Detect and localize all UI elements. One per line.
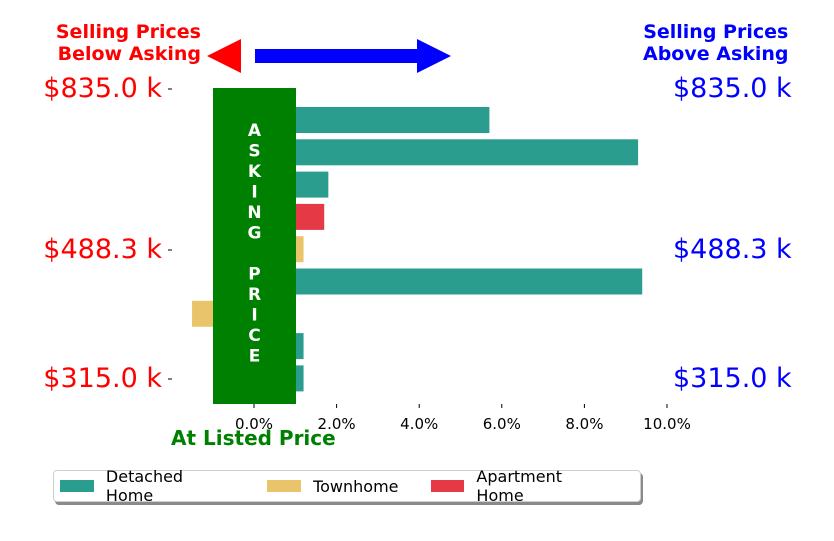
legend-item-townhome: Townhome [267, 476, 399, 496]
legend-label-detached: Detached Home [105, 467, 184, 505]
x-tick-label-4: 8.0% [565, 415, 603, 433]
asking-price-band [213, 88, 296, 404]
bar-1 [254, 139, 639, 166]
legend-item-detached: Detached Home [60, 467, 235, 505]
band-letter-2: K [248, 162, 262, 182]
x-tick-label-3: 6.0% [483, 415, 521, 433]
y-tick-label-right-top: $835.0 k [673, 73, 792, 104]
header-below-asking-line2: Below Asking [57, 43, 201, 65]
x-tick-label-2: 4.0% [400, 415, 438, 433]
legend-swatch-apartment [430, 480, 465, 492]
bar-5 [254, 268, 643, 295]
band-letter-0: A [248, 121, 262, 141]
x-tick-label-1: 2.0% [318, 415, 356, 433]
header-above-asking-line1: Selling Prices [643, 21, 789, 43]
y-tick-label-left-middle: $488.3 k [43, 234, 162, 265]
band-letter-1: S [248, 142, 260, 162]
band-letter-11: E [249, 347, 261, 367]
band-letter-7: P [248, 265, 260, 285]
band-letter-4: N [247, 203, 261, 223]
band-letter-3: I [251, 183, 257, 203]
y-tick-label-left-bottom: $315.0 k [43, 363, 162, 394]
legend-item-apartment: Apartment Home [430, 467, 614, 505]
y-tick-label-right-middle: $488.3 k [673, 234, 792, 265]
legend-swatch-detached [60, 480, 94, 492]
band-letter-8: R [248, 285, 261, 305]
header-below-asking-line1: Selling Prices [55, 21, 201, 43]
right-arrow-icon [255, 39, 451, 73]
band-letter-10: C [248, 326, 260, 346]
left-arrow-icon [207, 39, 241, 73]
legend-label-townhome: Townhome [313, 476, 399, 496]
header-above-asking-line2: Above Asking [643, 43, 789, 65]
header-above-asking: Selling Prices Above Asking [643, 21, 789, 65]
legend-label-apartment: Apartment Home [476, 467, 563, 505]
legend-swatch-townhome [267, 480, 302, 492]
band-letter-5: G [248, 224, 262, 244]
y-tick-label-right-bottom: $315.0 k [673, 363, 792, 394]
band-letter-9: I [251, 306, 257, 326]
y-tick-label-left-top: $835.0 k [43, 73, 162, 104]
header-below-asking: Selling Prices Below Asking [56, 21, 201, 65]
x-axis-label: At Listed Price [171, 426, 336, 450]
x-tick-label-0: 0.0% [235, 415, 273, 433]
chart-legend: Detached Home Townhome Apartment Home [53, 467, 641, 505]
x-tick-label-5: 10.0% [643, 415, 691, 433]
